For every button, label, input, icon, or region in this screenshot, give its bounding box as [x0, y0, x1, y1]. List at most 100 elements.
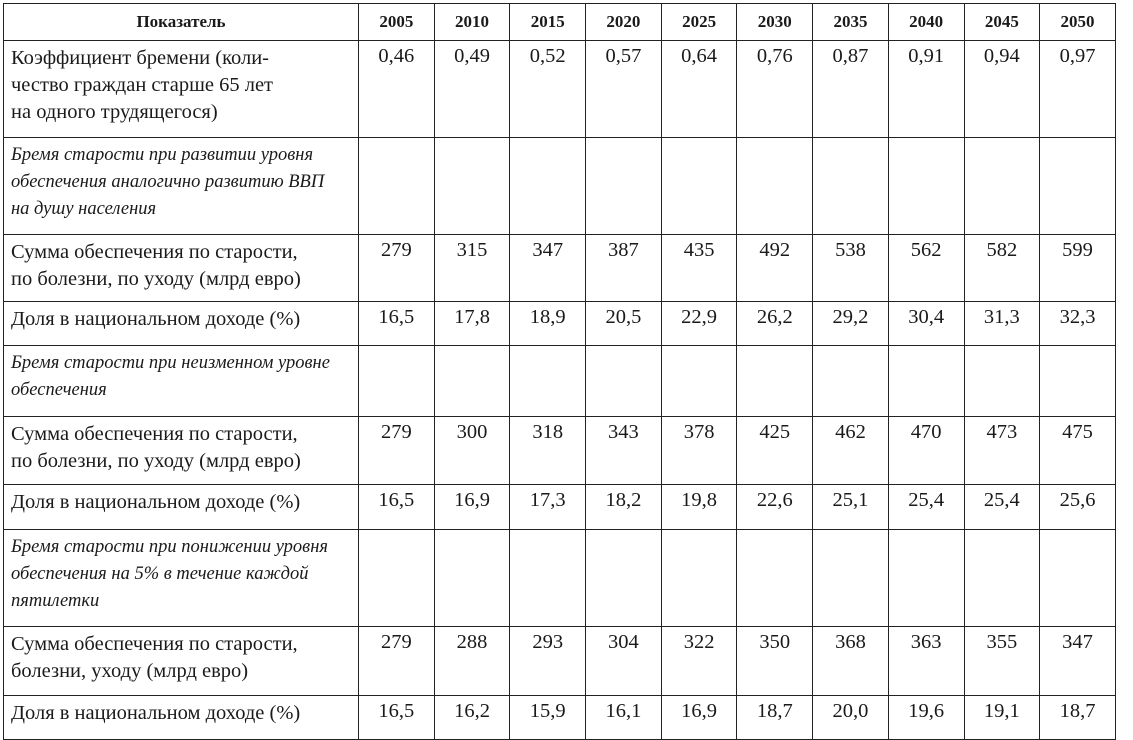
value-cell: 29,2 — [812, 301, 889, 346]
empty-cell — [1039, 529, 1116, 627]
value-cell: 19,8 — [660, 484, 738, 530]
value-cell: 425 — [736, 416, 814, 485]
empty-cell — [358, 345, 435, 417]
empty-cell — [433, 345, 511, 417]
value-cell: 279 — [358, 626, 435, 696]
header-indicator: Показатель — [3, 3, 359, 41]
value-cell: 22,9 — [660, 301, 738, 346]
value-cell: 17,8 — [433, 301, 511, 346]
value-cell: 0,97 — [1039, 40, 1116, 138]
empty-cell — [585, 345, 662, 417]
value-cell: 318 — [509, 416, 587, 485]
empty-cell — [963, 137, 1041, 235]
table-row: Сумма обеспечения по старости, по болезни… — [3, 234, 1116, 302]
empty-cell — [509, 529, 587, 627]
empty-cell — [433, 529, 511, 627]
value-cell: 18,9 — [509, 301, 587, 346]
empty-cell — [736, 137, 814, 235]
table-row: Доля в национальном доходе (%) 16,5 16,2 15… — [3, 695, 1116, 740]
value-cell: 355 — [963, 626, 1041, 696]
empty-cell — [887, 137, 965, 235]
value-cell: 16,9 — [433, 484, 511, 530]
value-cell: 462 — [812, 416, 889, 485]
value-cell: 0,52 — [509, 40, 587, 138]
value-cell: 18,2 — [585, 484, 662, 530]
value-cell: 25,4 — [963, 484, 1041, 530]
table-row: Доля в национальном доходе (%) 16,5 16,9 17… — [3, 484, 1116, 530]
empty-cell — [887, 345, 965, 417]
row-label: Доля в национальном доходе (%) — [3, 301, 359, 346]
header-year: 2020 — [585, 3, 662, 41]
table-row: Доля в национальном доходе (%) 16,5 17,8 18… — [3, 301, 1116, 346]
empty-cell — [433, 137, 511, 235]
value-cell: 0,64 — [660, 40, 738, 138]
value-cell: 0,46 — [358, 40, 435, 138]
empty-cell — [812, 529, 889, 627]
row-label: Коэффициент бремени (коли-чество граждан… — [3, 40, 359, 138]
value-cell: 470 — [887, 416, 965, 485]
header-row: Показатель 2005 2010 2015 2020 2025 2030… — [3, 3, 1116, 41]
value-cell: 315 — [433, 234, 511, 302]
value-cell: 25,1 — [812, 484, 889, 530]
value-cell: 288 — [433, 626, 511, 696]
empty-cell — [660, 345, 738, 417]
value-cell: 300 — [433, 416, 511, 485]
value-cell: 17,3 — [509, 484, 587, 530]
value-cell: 387 — [585, 234, 662, 302]
row-label: Сумма обеспечения по старости, болезни, у… — [3, 626, 359, 696]
value-cell: 279 — [358, 416, 435, 485]
value-cell: 304 — [585, 626, 662, 696]
header-year: 2050 — [1039, 3, 1116, 41]
value-cell: 25,6 — [1039, 484, 1116, 530]
value-cell: 0,49 — [433, 40, 511, 138]
value-cell: 538 — [812, 234, 889, 302]
value-cell: 368 — [812, 626, 889, 696]
empty-cell — [963, 345, 1041, 417]
value-cell: 347 — [1039, 626, 1116, 696]
header-year: 2025 — [660, 3, 738, 41]
value-cell: 16,5 — [358, 301, 435, 346]
empty-cell — [963, 529, 1041, 627]
value-cell: 322 — [660, 626, 738, 696]
value-cell: 0,94 — [963, 40, 1041, 138]
value-cell: 0,76 — [736, 40, 814, 138]
empty-cell — [1039, 345, 1116, 417]
value-cell: 18,7 — [1039, 695, 1116, 740]
section-row: Бремя старости при развитии уровня обеспе… — [3, 137, 1116, 235]
empty-cell — [585, 137, 662, 235]
value-cell: 363 — [887, 626, 965, 696]
value-cell: 350 — [736, 626, 814, 696]
table-row: Сумма обеспечения по старости, болезни, у… — [3, 626, 1116, 696]
section-label: Бремя старости при неизменном уровне обес… — [3, 345, 359, 417]
value-cell: 378 — [660, 416, 738, 485]
value-cell: 25,4 — [887, 484, 965, 530]
value-cell: 30,4 — [887, 301, 965, 346]
value-cell: 16,5 — [358, 484, 435, 530]
row-label: Сумма обеспечения по старости, по болезни… — [3, 416, 359, 485]
header-year: 2040 — [887, 3, 965, 41]
header-year: 2045 — [963, 3, 1041, 41]
section-row: Бремя старости при неизменном уровне обес… — [3, 345, 1116, 417]
value-cell: 19,6 — [887, 695, 965, 740]
empty-cell — [736, 345, 814, 417]
table-row: Коэффициент бремени (коли-чество граждан… — [3, 40, 1116, 138]
table-body: Коэффициент бремени (коли-чество граждан… — [3, 40, 1116, 740]
value-cell: 492 — [736, 234, 814, 302]
value-cell: 599 — [1039, 234, 1116, 302]
header-year: 2035 — [812, 3, 889, 41]
empty-cell — [812, 137, 889, 235]
header-year: 2015 — [509, 3, 587, 41]
value-cell: 582 — [963, 234, 1041, 302]
value-cell: 18,7 — [736, 695, 814, 740]
value-cell: 0,91 — [887, 40, 965, 138]
value-cell: 22,6 — [736, 484, 814, 530]
value-cell: 32,3 — [1039, 301, 1116, 346]
row-label: Доля в национальном доходе (%) — [3, 484, 359, 530]
header-year: 2030 — [736, 3, 814, 41]
empty-cell — [509, 137, 587, 235]
value-cell: 16,5 — [358, 695, 435, 740]
section-label: Бремя старости при понижении уровня обесп… — [3, 529, 359, 627]
empty-cell — [509, 345, 587, 417]
value-cell: 26,2 — [736, 301, 814, 346]
value-cell: 20,5 — [585, 301, 662, 346]
